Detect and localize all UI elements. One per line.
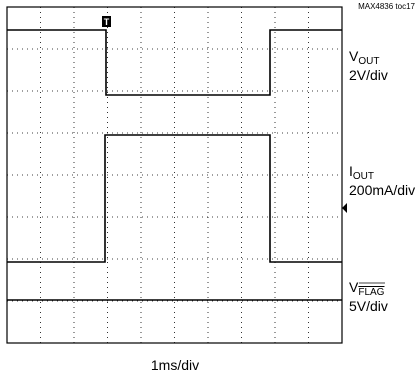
iout-trace bbox=[7, 134, 342, 263]
trace-label: IOUT bbox=[349, 163, 374, 182]
trace-scale: 2V/div bbox=[349, 67, 388, 83]
trace-label: VFLAG bbox=[349, 279, 385, 298]
trigger-marker bbox=[102, 16, 111, 27]
trace-scale: 200mA/div bbox=[349, 182, 415, 198]
trace-label: VOUT bbox=[349, 48, 379, 67]
timebase: 1ms/div bbox=[151, 357, 199, 373]
vout-trace bbox=[7, 29, 342, 96]
trigger-label: T bbox=[104, 17, 110, 27]
trace-scale: 5V/div bbox=[349, 298, 388, 314]
plot-frame bbox=[6, 6, 343, 344]
level-marker bbox=[342, 203, 347, 213]
figure-id: MAX4836 toc17 bbox=[358, 2, 415, 11]
grid bbox=[7, 7, 342, 343]
